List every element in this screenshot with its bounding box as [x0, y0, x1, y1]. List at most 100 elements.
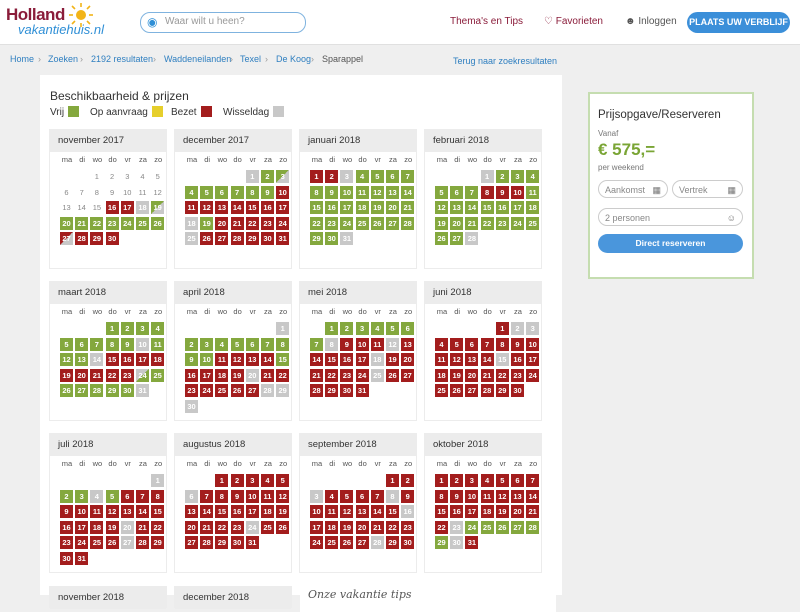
calendar-day[interactable]: 30	[340, 384, 354, 397]
calendar-day[interactable]: 9	[60, 505, 73, 518]
calendar-day[interactable]: 17	[340, 201, 354, 214]
calendar-day[interactable]: 13	[120, 505, 134, 518]
calendar-day[interactable]: 21	[136, 520, 149, 534]
calendar-day[interactable]: 24	[75, 536, 89, 549]
calendar-day[interactable]: 29	[276, 384, 290, 397]
calendar-day[interactable]: 27	[245, 384, 259, 397]
calendar-day[interactable]: 3	[200, 337, 214, 351]
calendar-day[interactable]: 2	[495, 170, 509, 183]
calendar-day[interactable]: 26	[200, 232, 214, 245]
calendar-day[interactable]: 30	[511, 384, 524, 397]
calendar-day[interactable]: 10	[310, 505, 323, 518]
calendar-day[interactable]: 23	[261, 216, 274, 230]
calendar-day[interactable]: 1	[310, 170, 323, 183]
calendar-day[interactable]: 28	[480, 384, 494, 397]
calendar-day[interactable]: 26	[151, 216, 165, 230]
calendar-day[interactable]: 15	[215, 505, 229, 518]
calendar-day[interactable]: 30	[401, 536, 415, 549]
calendar-day[interactable]: 19	[276, 505, 290, 518]
calendar-day[interactable]: 10	[136, 337, 149, 351]
calendar-day[interactable]: 16	[261, 201, 274, 214]
calendar-day[interactable]: 7	[465, 185, 479, 199]
calendar-day[interactable]: 14	[480, 353, 494, 366]
calendar-day[interactable]: 4	[526, 170, 540, 183]
calendar-day[interactable]: 22	[215, 520, 229, 534]
calendar-day[interactable]: 20	[75, 368, 89, 382]
calendar-day[interactable]: 5	[200, 185, 214, 199]
calendar-day[interactable]: 30	[120, 384, 134, 397]
calendar-day[interactable]: 18	[185, 216, 198, 230]
calendar-day[interactable]: 24	[511, 216, 524, 230]
calendar-day[interactable]: 10	[511, 185, 524, 199]
calendar-day[interactable]: 9	[401, 489, 415, 503]
calendar-day[interactable]: 17	[245, 505, 259, 518]
calendar-day[interactable]: 26	[435, 232, 448, 245]
calendar-day[interactable]: 12	[60, 353, 73, 366]
calendar-day[interactable]: 1	[325, 322, 339, 335]
calendar-day[interactable]: 15	[310, 201, 323, 214]
calendar-day[interactable]: 13	[450, 201, 464, 214]
calendar-day[interactable]: 31	[276, 232, 290, 245]
direct-reserveren-button[interactable]: Direct reserveren	[598, 234, 743, 253]
search-input[interactable]: ◉ Waar wilt u heen?	[140, 12, 306, 33]
calendar-day[interactable]: 5	[340, 489, 354, 503]
calendar-day[interactable]: 13	[401, 337, 415, 351]
calendar-day[interactable]: 12	[200, 201, 214, 214]
calendar-day[interactable]: 15	[105, 353, 119, 366]
calendar-day[interactable]: 11	[526, 185, 540, 199]
calendar-day[interactable]: 10	[355, 337, 369, 351]
calendar-day[interactable]: 1	[386, 474, 399, 487]
calendar-day[interactable]: 6	[401, 322, 415, 335]
calendar-day[interactable]: 13	[511, 489, 524, 503]
calendar-day[interactable]: 6	[185, 489, 198, 503]
calendar-day[interactable]: 5	[60, 337, 73, 351]
calendar-day[interactable]: 20	[511, 505, 524, 518]
calendar-day[interactable]: 13	[245, 353, 259, 366]
calendar-day[interactable]: 22	[151, 520, 165, 534]
calendar-day[interactable]: 29	[386, 536, 399, 549]
calendar-day[interactable]: 1	[495, 322, 509, 335]
calendar-day[interactable]: 8	[215, 489, 229, 503]
calendar-day[interactable]: 10	[465, 489, 479, 503]
calendar-day[interactable]: 10	[340, 185, 354, 199]
calendar-day[interactable]: 8	[276, 337, 290, 351]
calendar-day[interactable]: 16	[185, 368, 198, 382]
calendar-day[interactable]: 28	[200, 536, 214, 549]
calendar-day[interactable]: 15	[276, 353, 290, 366]
calendar-day[interactable]: 29	[215, 536, 229, 549]
calendar-day[interactable]: 23	[450, 520, 464, 534]
breadcrumb-texel[interactable]: Texel	[240, 54, 262, 64]
calendar-day[interactable]: 26	[230, 384, 244, 397]
calendar-day[interactable]: 16	[325, 201, 339, 214]
breadcrumb-resultaten[interactable]: 2192 resultaten	[91, 54, 154, 64]
calendar-day[interactable]: 7	[230, 185, 244, 199]
calendar-day[interactable]: 28	[261, 384, 274, 397]
calendar-day[interactable]: 1	[105, 322, 119, 335]
calendar-day[interactable]: 9	[511, 337, 524, 351]
calendar-day[interactable]: 17	[355, 353, 369, 366]
calendar-day[interactable]: 24	[276, 216, 290, 230]
calendar-day[interactable]: 24	[136, 368, 149, 382]
calendar-day[interactable]: 16	[230, 505, 244, 518]
site-logo[interactable]: Holland vakantiehuis.nl	[6, 3, 104, 41]
calendar-day[interactable]: 12	[276, 489, 290, 503]
calendar-day[interactable]: 20	[185, 520, 198, 534]
calendar-day[interactable]: 14	[261, 353, 274, 366]
calendar-day[interactable]: 22	[480, 216, 494, 230]
calendar-day[interactable]: 27	[401, 368, 415, 382]
calendar-day[interactable]: 4	[355, 170, 369, 183]
calendar-day[interactable]: 23	[120, 368, 134, 382]
calendar-day[interactable]: 11	[185, 201, 198, 214]
calendar-day[interactable]: 29	[105, 384, 119, 397]
calendar-day[interactable]: 24	[465, 520, 479, 534]
calendar-day[interactable]: 29	[151, 536, 165, 549]
calendar-day[interactable]: 10	[245, 489, 259, 503]
calendar-day[interactable]: 1	[480, 170, 494, 183]
calendar-day[interactable]: 5	[105, 489, 119, 503]
calendar-day[interactable]: 27	[511, 520, 524, 534]
calendar-day[interactable]: 27	[75, 384, 89, 397]
calendar-day[interactable]: 3	[355, 322, 369, 335]
calendar-day[interactable]: 9	[450, 489, 464, 503]
calendar-day[interactable]: 20	[401, 353, 415, 366]
calendar-day[interactable]: 8	[325, 337, 339, 351]
